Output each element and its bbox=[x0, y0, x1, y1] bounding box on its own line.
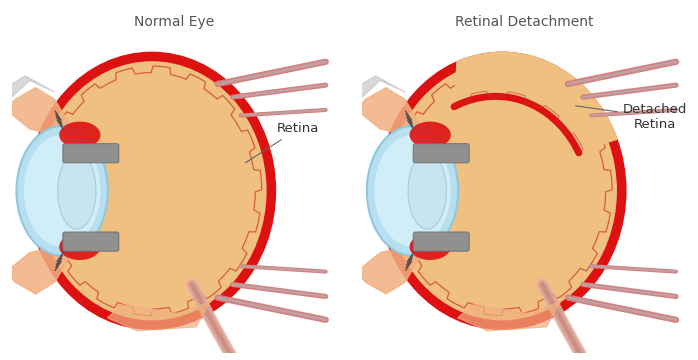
Polygon shape bbox=[458, 301, 561, 331]
Polygon shape bbox=[6, 88, 70, 135]
Ellipse shape bbox=[17, 126, 107, 256]
Polygon shape bbox=[357, 88, 420, 135]
Polygon shape bbox=[350, 76, 405, 103]
Polygon shape bbox=[0, 76, 54, 103]
FancyBboxPatch shape bbox=[63, 144, 119, 163]
Ellipse shape bbox=[37, 61, 267, 320]
Ellipse shape bbox=[367, 126, 458, 256]
Ellipse shape bbox=[410, 122, 451, 148]
Ellipse shape bbox=[59, 122, 101, 148]
FancyBboxPatch shape bbox=[413, 144, 469, 163]
Ellipse shape bbox=[387, 61, 617, 320]
Polygon shape bbox=[107, 301, 211, 331]
Text: Detached
Retina: Detached Retina bbox=[576, 103, 688, 131]
Title: Normal Eye: Normal Eye bbox=[134, 15, 214, 29]
Ellipse shape bbox=[378, 51, 627, 330]
Ellipse shape bbox=[24, 135, 101, 247]
Ellipse shape bbox=[408, 153, 446, 229]
FancyBboxPatch shape bbox=[63, 232, 119, 251]
Title: Retinal Detachment: Retinal Detachment bbox=[455, 15, 593, 29]
Ellipse shape bbox=[59, 234, 101, 260]
Ellipse shape bbox=[27, 51, 276, 330]
Ellipse shape bbox=[410, 234, 451, 260]
FancyBboxPatch shape bbox=[413, 232, 469, 251]
Text: Retina: Retina bbox=[246, 122, 319, 163]
Polygon shape bbox=[357, 247, 420, 294]
Polygon shape bbox=[454, 51, 618, 153]
Ellipse shape bbox=[374, 135, 451, 247]
Polygon shape bbox=[6, 247, 70, 294]
Ellipse shape bbox=[58, 153, 96, 229]
